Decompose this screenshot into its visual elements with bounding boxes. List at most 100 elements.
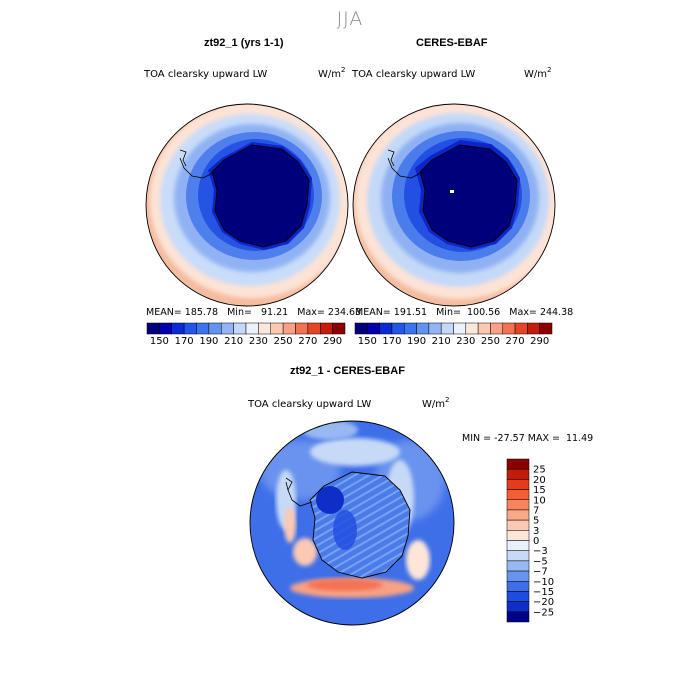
diff-colorbar-tick-label: −3 bbox=[533, 546, 548, 557]
model-stats: MEAN= 185.78 Min= 91.21 Max= 234.63 bbox=[146, 307, 362, 318]
model-colorbar-tick-label: 150 bbox=[150, 336, 169, 347]
model-colorbar-tick-label: 190 bbox=[199, 336, 218, 347]
model-colorbar-tick-label: 230 bbox=[249, 336, 268, 347]
diff-colorbar-tick-label: 15 bbox=[533, 485, 546, 496]
diff-map-frame bbox=[249, 420, 455, 626]
model-colorbar-tick-label: 290 bbox=[323, 336, 342, 347]
model-colorbar-tick-label: 170 bbox=[175, 336, 194, 347]
model-colorbar-box bbox=[233, 322, 247, 335]
model-colorbar-tick-label: 270 bbox=[298, 336, 317, 347]
model-colorbar-tick-label: 250 bbox=[274, 336, 293, 347]
diff-colorbar-box bbox=[506, 550, 530, 562]
model-colorbar-box bbox=[245, 322, 259, 335]
obs-colorbar-box bbox=[404, 322, 417, 335]
diff-colorbar-box bbox=[506, 570, 530, 582]
model-colorbar-box bbox=[208, 322, 222, 335]
obs-colorbar-box bbox=[527, 322, 540, 335]
diff-colorbar-box bbox=[506, 540, 530, 551]
obs-colorbar-box bbox=[440, 322, 454, 335]
model-max: 234.63 bbox=[327, 307, 362, 318]
obs-colorbar-tick-label: 190 bbox=[407, 336, 426, 347]
diff-colorbar-box bbox=[506, 468, 530, 480]
obs-colorbar-box bbox=[428, 322, 442, 335]
obs-colorbar-box bbox=[539, 322, 553, 335]
diff-colorbar-box bbox=[506, 479, 530, 490]
diff-colorbar-box bbox=[506, 581, 530, 592]
obs-stats: MEAN= 191.51 Min= 100.56 Max= 244.38 bbox=[355, 307, 574, 318]
diff-colorbar-box bbox=[506, 611, 530, 623]
model-variable-label: TOA clearsky upward LW bbox=[144, 69, 268, 80]
season-title: JJA bbox=[336, 8, 364, 30]
model-colorbar-box bbox=[146, 322, 160, 335]
diff-colorbar-box bbox=[506, 591, 530, 602]
model-colorbar: 150 170 190 210 230 250 270 290 bbox=[146, 322, 346, 347]
model-colorbar-box bbox=[196, 322, 210, 335]
model-map-frame bbox=[145, 103, 349, 307]
obs-mean: 191.51 bbox=[393, 307, 428, 318]
model-colorbar-box bbox=[171, 322, 185, 335]
obs-panel-title: CERES-EBAF bbox=[416, 37, 488, 49]
diff-panel-title: zt92_1 - CERES-EBAF bbox=[290, 365, 405, 377]
diff-colorbar-tick-label: −7 bbox=[533, 567, 548, 578]
diff-min: -27.57 bbox=[494, 433, 525, 444]
diff-variable-label: TOA clearsky upward LW bbox=[248, 399, 372, 410]
obs-colorbar-tick-label: 170 bbox=[382, 336, 401, 347]
obs-colorbar-box bbox=[502, 322, 516, 335]
obs-colorbar-box bbox=[391, 322, 405, 335]
model-colorbar-box bbox=[282, 322, 296, 335]
diff-colorbar-tick-label: −20 bbox=[533, 597, 554, 608]
diff-colorbar-tick-label: −5 bbox=[533, 556, 548, 567]
diff-colorbar-tick-label: 20 bbox=[533, 475, 546, 486]
model-colorbar-box bbox=[307, 322, 321, 335]
model-min: 91.21 bbox=[261, 307, 289, 318]
obs-colorbar-box bbox=[354, 322, 368, 335]
obs-colorbar-tick-label: 150 bbox=[358, 336, 377, 347]
model-colorbar-box bbox=[295, 322, 309, 335]
diff-colorbar-box bbox=[506, 499, 530, 511]
model-map bbox=[146, 104, 348, 306]
diff-map bbox=[250, 421, 454, 625]
obs-colorbar-tick-label: 250 bbox=[481, 336, 500, 347]
obs-units-label: W/m2 bbox=[524, 66, 552, 80]
model-colorbar-box bbox=[221, 322, 234, 335]
diff-colorbar-box bbox=[506, 530, 530, 541]
obs-colorbar-tick-label: 230 bbox=[456, 336, 475, 347]
model-units-label: W/m2 bbox=[318, 66, 346, 80]
diff-stats: MIN = -27.57 MAX = 11.49 bbox=[462, 433, 594, 444]
diff-max: 11.49 bbox=[566, 433, 594, 444]
diff-colorbar-tick-label: 10 bbox=[533, 495, 546, 506]
diff-colorbar-box bbox=[506, 458, 530, 470]
obs-min: 100.56 bbox=[466, 307, 501, 318]
diff-colorbar-tick-label: −10 bbox=[533, 577, 554, 588]
diff-colorbar-tick-label: −25 bbox=[533, 607, 554, 618]
obs-colorbar: 150 170 190 210 230 250 270 290 bbox=[354, 322, 553, 347]
diff-units-label: W/m2 bbox=[422, 396, 450, 410]
obs-colorbar-box bbox=[514, 322, 528, 335]
obs-colorbar-tick-label: 290 bbox=[530, 336, 549, 347]
obs-max: 244.38 bbox=[539, 307, 574, 318]
diff-colorbar-box bbox=[506, 519, 530, 531]
obs-colorbar-box bbox=[379, 322, 393, 335]
diff-colorbar-tick-label: 5 bbox=[533, 516, 539, 527]
obs-colorbar-box bbox=[490, 322, 503, 335]
diff-colorbar-box bbox=[506, 489, 530, 500]
diff-colorbar-tick-label: 3 bbox=[533, 526, 539, 537]
model-panel-title: zt92_1 (yrs 1-1) bbox=[204, 37, 284, 49]
obs-colorbar-box bbox=[465, 322, 479, 335]
obs-colorbar-box bbox=[367, 322, 380, 335]
model-colorbar-box bbox=[332, 322, 346, 335]
diff-colorbar-box bbox=[506, 560, 530, 572]
model-colorbar-box bbox=[183, 322, 197, 335]
model-mean: 185.78 bbox=[184, 307, 219, 318]
obs-colorbar-box bbox=[477, 322, 491, 335]
model-colorbar-box bbox=[159, 322, 172, 335]
model-colorbar-box bbox=[258, 322, 271, 335]
obs-colorbar-tick-label: 270 bbox=[506, 336, 525, 347]
diff-colorbar-tick-label: 0 bbox=[533, 536, 539, 547]
obs-colorbar-tick-label: 210 bbox=[432, 336, 451, 347]
diff-colorbar-tick-label: −15 bbox=[533, 587, 554, 598]
obs-map bbox=[353, 104, 555, 306]
